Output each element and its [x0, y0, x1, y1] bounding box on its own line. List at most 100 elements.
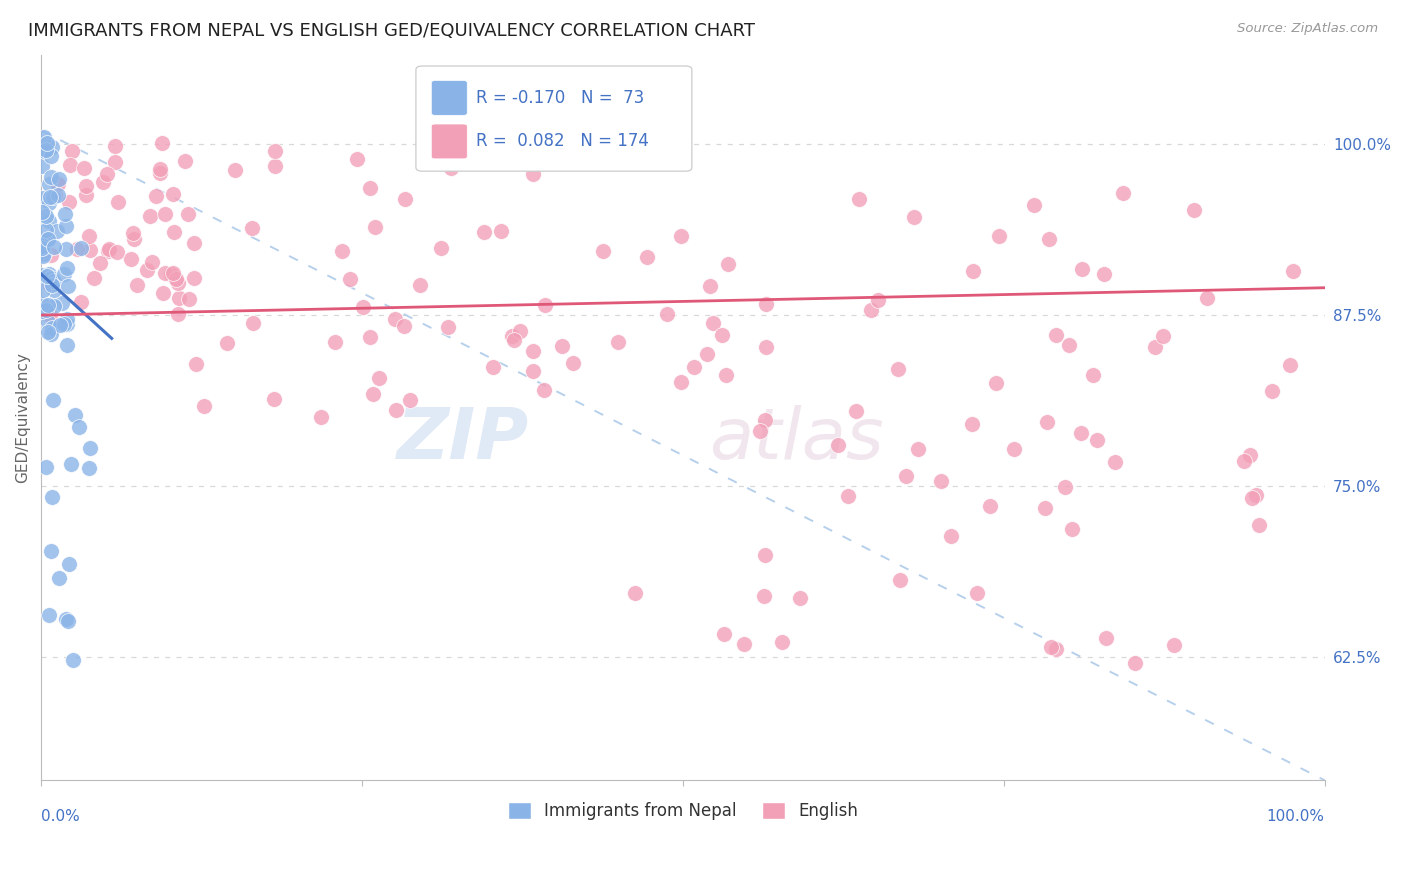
Point	[31, 241, 53, 255]
Point	[38, 177, 60, 191]
Point	[1057, 338, 1080, 352]
Point	[607, 334, 630, 349]
Point	[962, 417, 984, 432]
Point	[59, 458, 82, 472]
Point	[122, 232, 145, 246]
Point	[1104, 455, 1126, 469]
Point	[58, 615, 80, 629]
Point	[501, 329, 523, 343]
Point	[56, 279, 79, 293]
Point	[240, 221, 263, 235]
Point	[385, 403, 408, 417]
Point	[183, 271, 205, 285]
Y-axis label: GED/Equivalency: GED/Equivalency	[15, 352, 30, 483]
Point	[37, 298, 59, 312]
Point	[754, 340, 776, 354]
Point	[1240, 491, 1263, 505]
Point	[1239, 448, 1261, 462]
Point	[551, 339, 574, 353]
Point	[53, 268, 76, 282]
Point	[42, 283, 65, 297]
Point	[39, 149, 62, 163]
Point	[754, 548, 776, 562]
Point	[339, 272, 361, 286]
Point	[38, 214, 60, 228]
Text: 100.0%: 100.0%	[1267, 809, 1324, 824]
Point	[522, 343, 544, 358]
Point	[58, 195, 80, 210]
Point	[39, 169, 62, 184]
Point	[702, 316, 724, 330]
Point	[42, 392, 65, 407]
Point	[163, 225, 186, 239]
Point	[309, 409, 332, 424]
Point	[1004, 442, 1026, 457]
Point	[59, 158, 82, 172]
Point	[97, 244, 120, 258]
Point	[66, 243, 89, 257]
Point	[962, 264, 984, 278]
Point	[37, 325, 59, 339]
Point	[929, 474, 952, 488]
Point	[103, 155, 125, 169]
Point	[330, 244, 353, 259]
Point	[39, 270, 62, 285]
Point	[1070, 262, 1092, 277]
Point	[31, 191, 53, 205]
Point	[31, 204, 53, 219]
Point	[56, 317, 79, 331]
Point	[472, 152, 495, 166]
Point	[38, 608, 60, 623]
Point	[384, 312, 406, 326]
Point	[562, 356, 585, 370]
Point	[489, 224, 512, 238]
Point	[97, 242, 120, 256]
Point	[1038, 232, 1060, 246]
Point	[31, 159, 53, 173]
Point	[636, 250, 658, 264]
Point	[153, 266, 176, 280]
Point	[392, 319, 415, 334]
Point	[1261, 384, 1284, 398]
Point	[165, 272, 187, 286]
Point	[437, 320, 460, 334]
Point	[522, 167, 544, 181]
Point	[1033, 500, 1056, 515]
Point	[104, 139, 127, 153]
Text: atlas: atlas	[709, 405, 883, 474]
Point	[711, 328, 734, 343]
Point	[941, 529, 963, 543]
Point	[62, 653, 84, 667]
Point	[770, 634, 793, 648]
Point	[149, 161, 172, 176]
Point	[346, 152, 368, 166]
Point	[35, 459, 58, 474]
Point	[31, 239, 53, 253]
Point	[37, 232, 59, 246]
Point	[1152, 329, 1174, 343]
Point	[38, 277, 60, 292]
Point	[39, 309, 62, 323]
Point	[35, 303, 58, 318]
Text: ZIP: ZIP	[396, 405, 529, 474]
Point	[152, 285, 174, 300]
Point	[77, 228, 100, 243]
Point	[141, 255, 163, 269]
Point	[96, 167, 118, 181]
Point	[755, 297, 778, 311]
Point	[623, 586, 645, 600]
Point	[733, 637, 755, 651]
Point	[35, 143, 58, 157]
Point	[39, 248, 62, 262]
Point	[75, 178, 97, 193]
Point	[34, 209, 56, 223]
Point	[868, 293, 890, 308]
Point	[699, 279, 721, 293]
Point	[31, 303, 53, 318]
Point	[42, 190, 65, 204]
Point	[55, 612, 77, 626]
Point	[125, 277, 148, 292]
Point	[56, 261, 79, 276]
Point	[32, 283, 55, 297]
Point	[75, 187, 97, 202]
